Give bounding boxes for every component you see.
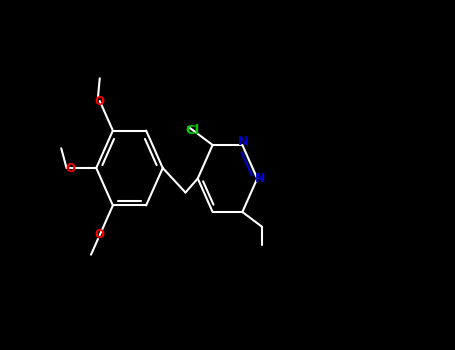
- Text: N: N: [238, 135, 248, 148]
- Text: O: O: [95, 229, 105, 241]
- Text: O: O: [95, 94, 105, 107]
- Text: Cl: Cl: [186, 124, 200, 137]
- Text: O: O: [65, 161, 75, 175]
- Text: N: N: [255, 172, 265, 185]
